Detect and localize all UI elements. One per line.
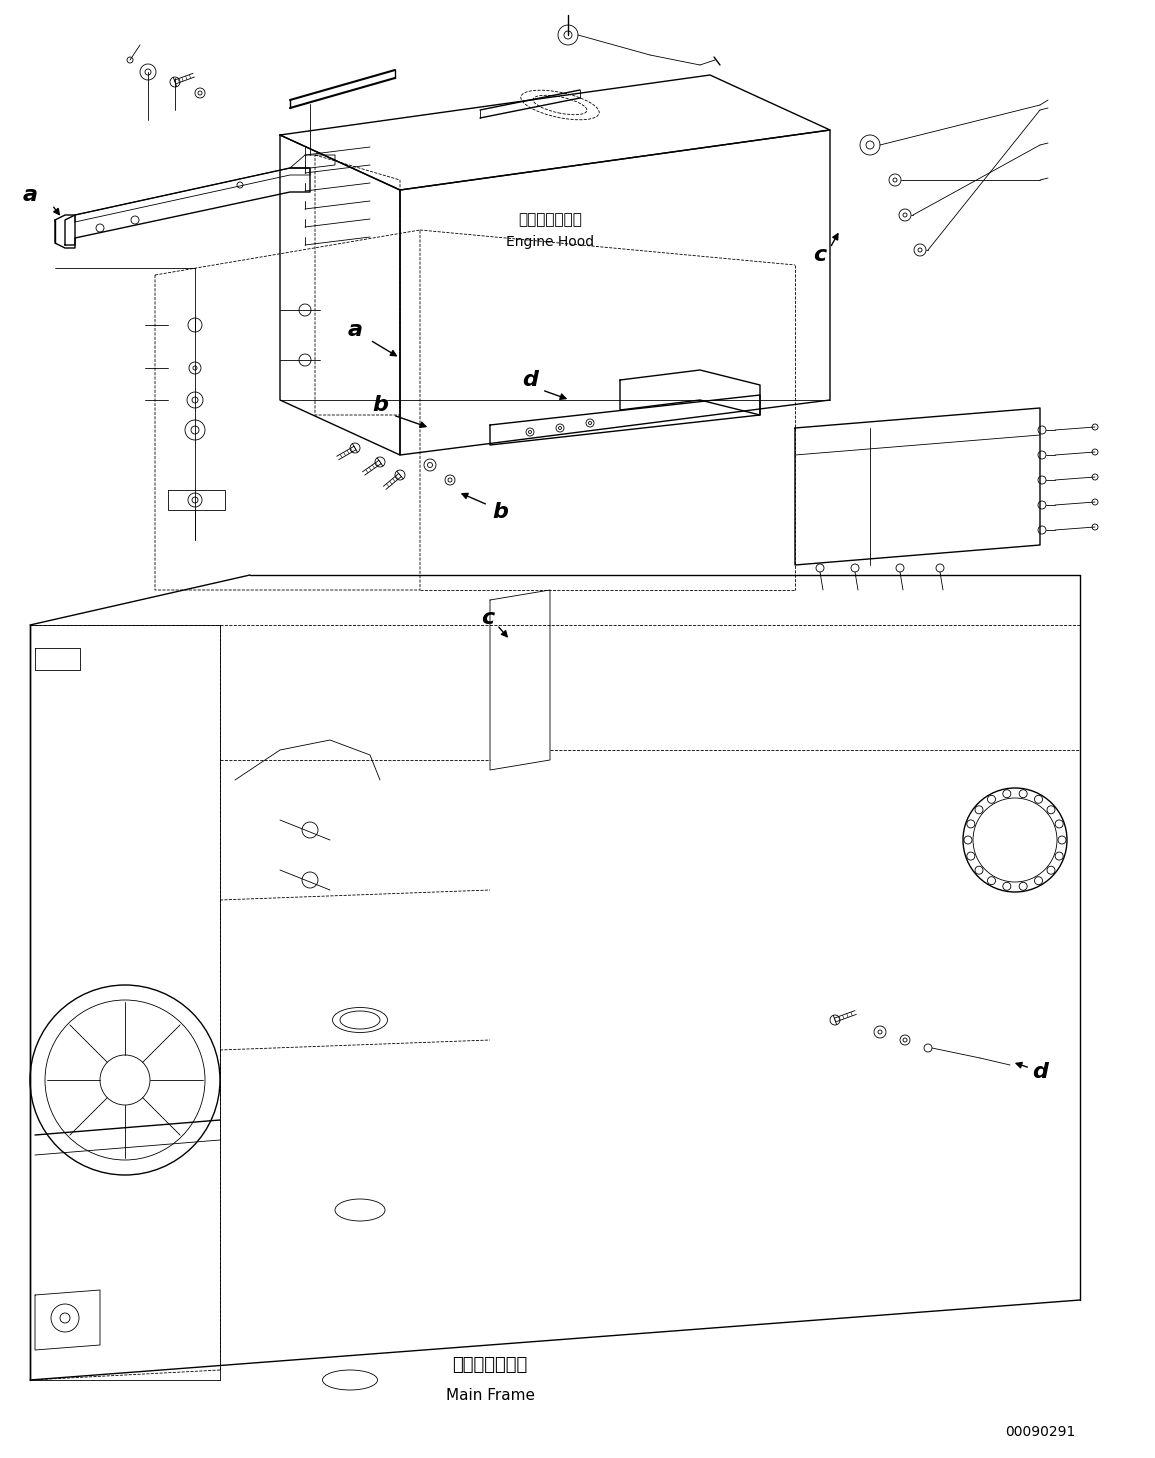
Text: a: a — [22, 185, 37, 206]
Text: a: a — [348, 319, 363, 340]
Text: b: b — [372, 395, 388, 416]
Text: 00090291: 00090291 — [1005, 1424, 1075, 1439]
Text: c: c — [482, 608, 494, 628]
Text: b: b — [492, 502, 508, 522]
Text: エンジンフード: エンジンフード — [519, 213, 582, 227]
Text: d: d — [1033, 1061, 1048, 1082]
Text: Engine Hood: Engine Hood — [506, 235, 594, 249]
Text: メインフレーム: メインフレーム — [453, 1356, 528, 1373]
Text: Main Frame: Main Frame — [446, 1388, 535, 1403]
Text: d: d — [522, 370, 538, 389]
Text: c: c — [813, 245, 827, 265]
